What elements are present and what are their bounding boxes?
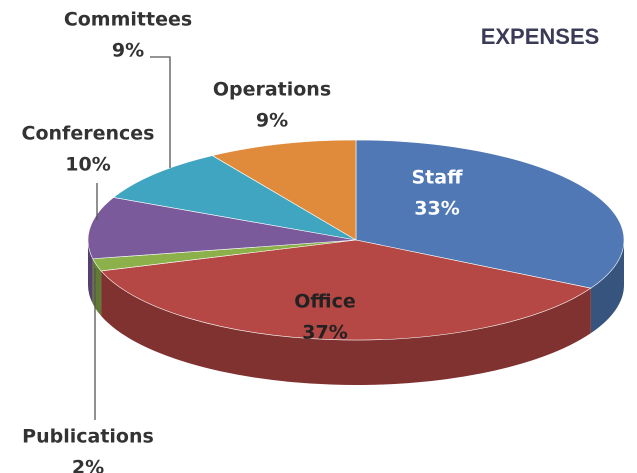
slice [211, 139, 357, 241]
slice-label: Publications [22, 426, 154, 448]
slice-side [101, 270, 591, 386]
slice-side [88, 240, 93, 304]
slice-label: Conferences [22, 123, 155, 145]
slice-value-label: 33% [414, 198, 459, 220]
slice-label: Office [294, 291, 356, 313]
slice-value-label: 37% [302, 322, 347, 344]
chart-title: EXPENSES [481, 24, 600, 49]
slice-value-label: 9% [256, 110, 288, 132]
slice [355, 139, 625, 289]
leader-line [150, 56, 171, 168]
slice-label: Committees [64, 9, 192, 31]
slice [87, 197, 357, 260]
slice-label: Staff [412, 167, 464, 189]
slice-label: Operations [213, 79, 331, 101]
slice-value-label: 10% [65, 154, 110, 176]
slice-side [590, 240, 624, 334]
slice [112, 155, 357, 241]
slice [100, 239, 592, 341]
pie [87, 139, 625, 386]
slice-value-label: 9% [112, 40, 144, 62]
slice-value-label: 2% [72, 457, 104, 473]
